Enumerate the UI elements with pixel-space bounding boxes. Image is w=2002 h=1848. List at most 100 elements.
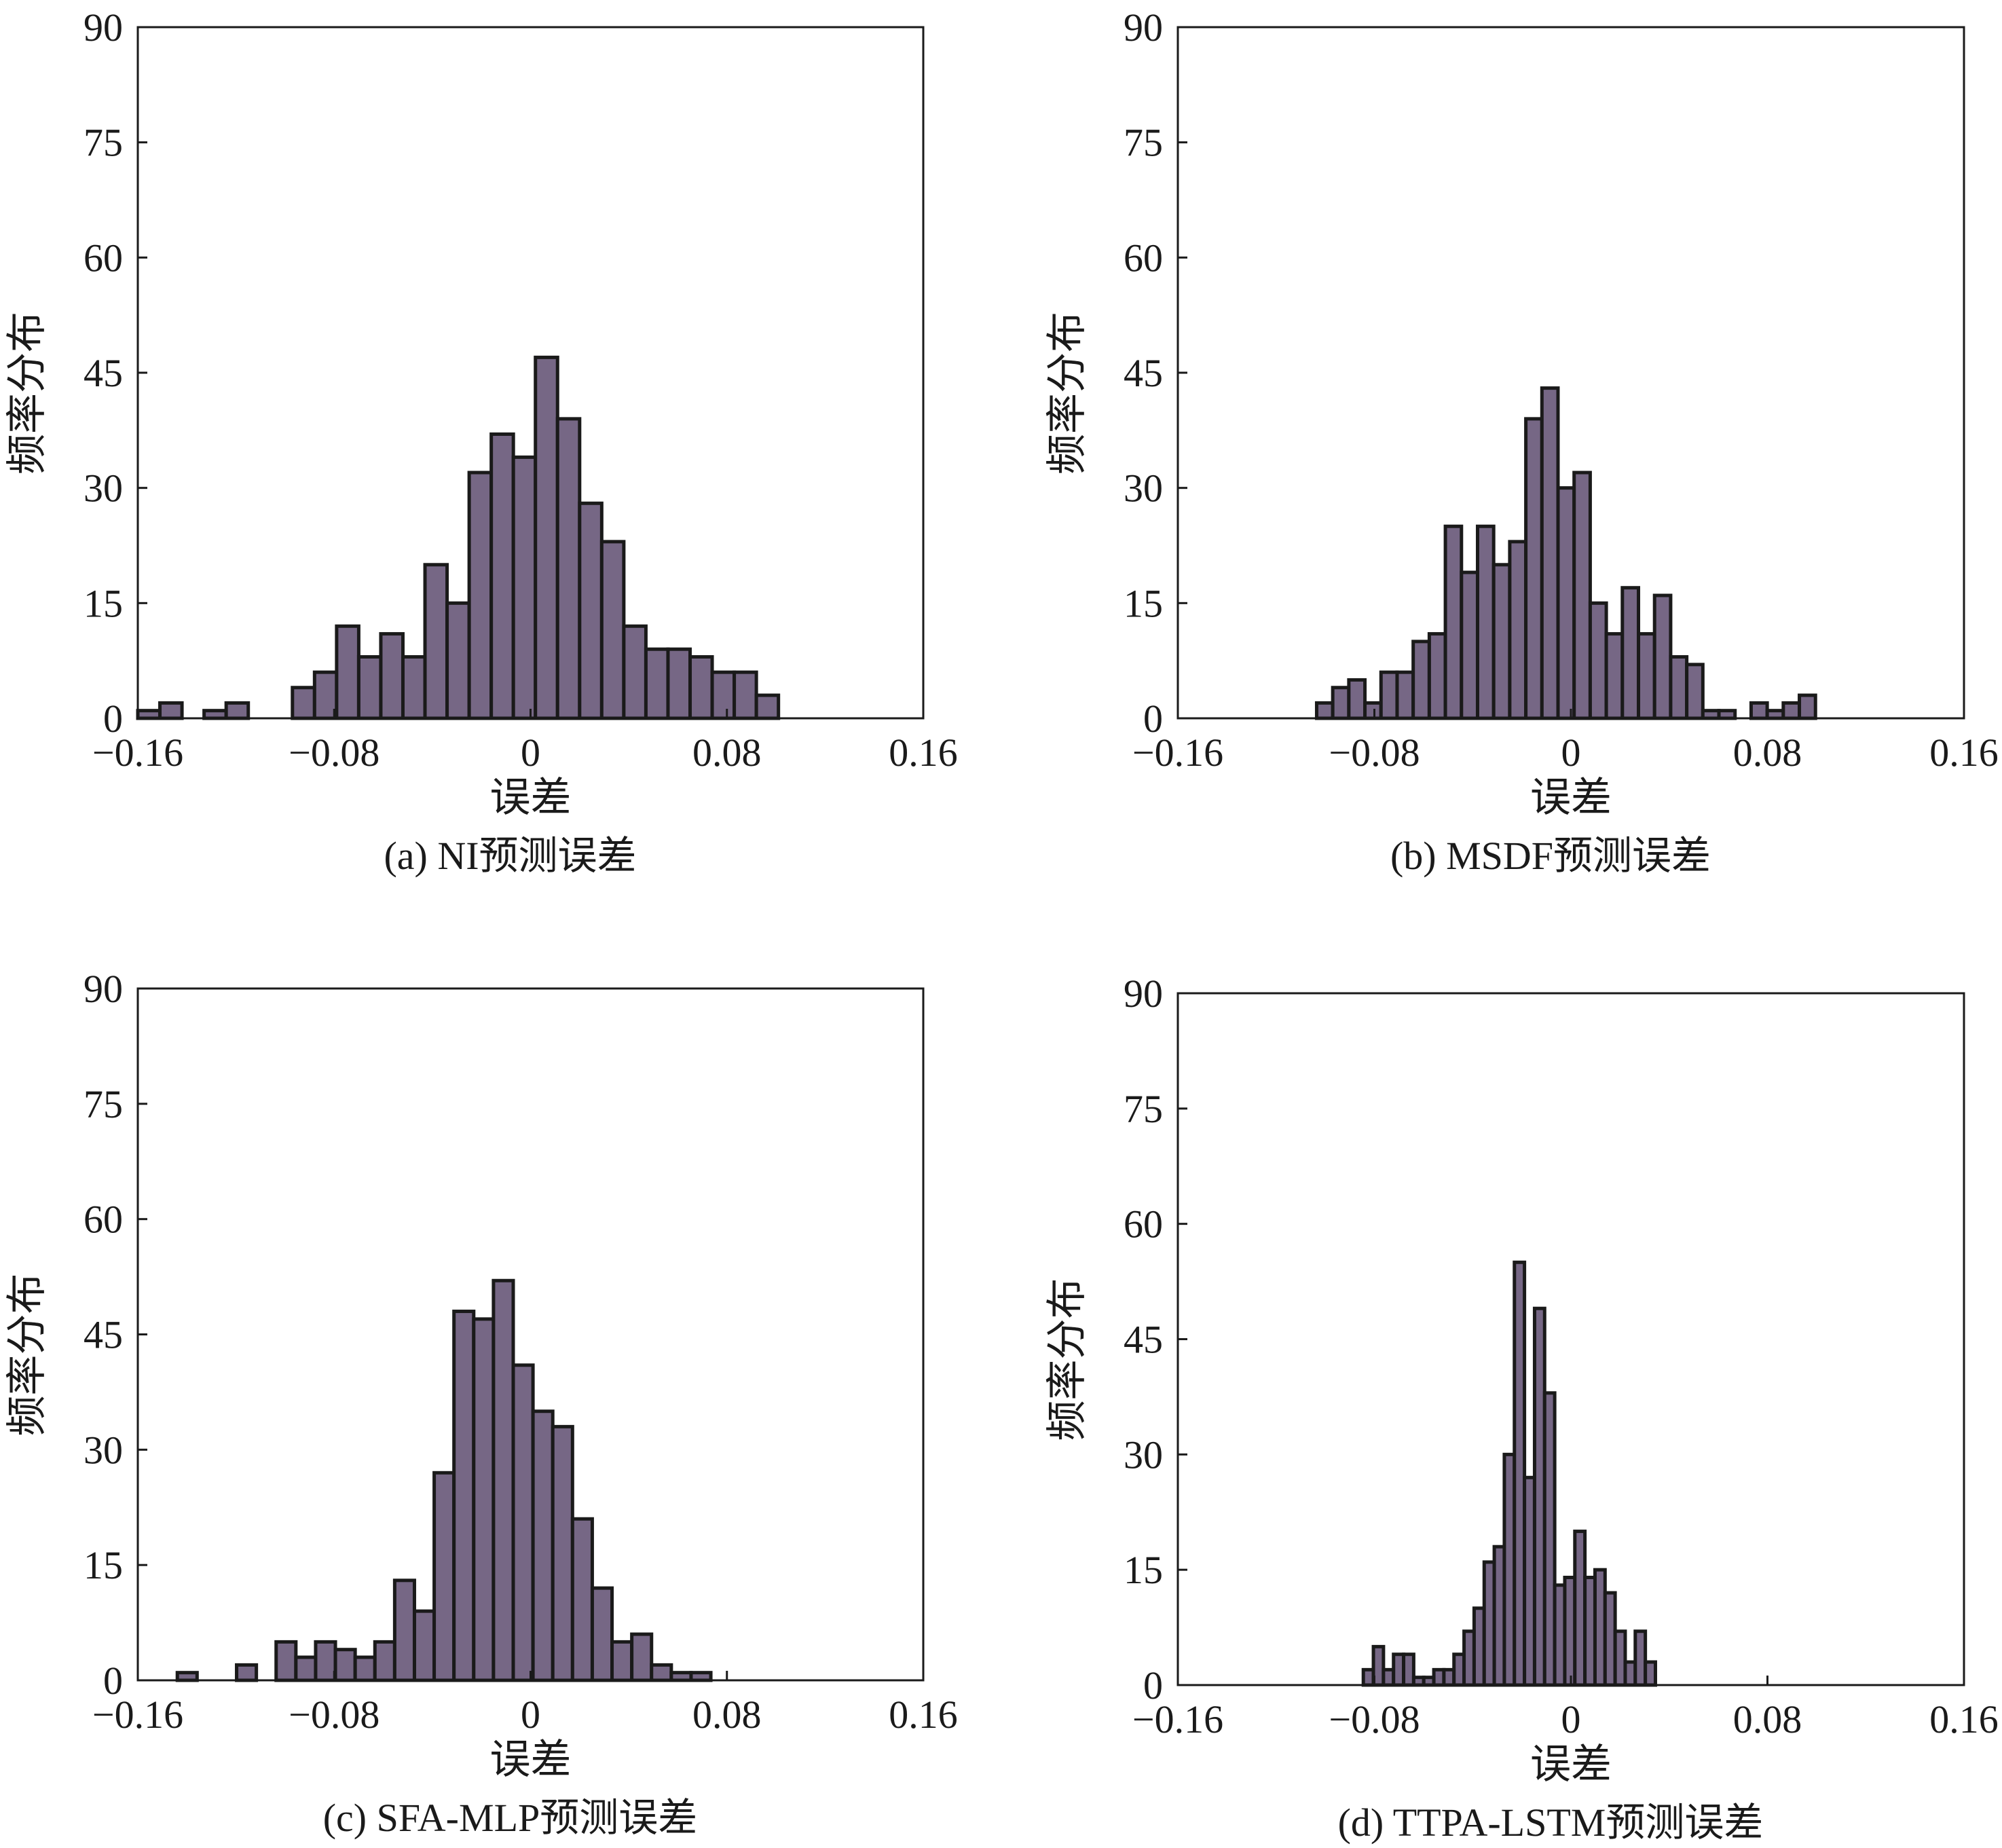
y-tick-label: 45 bbox=[1124, 1318, 1163, 1362]
histogram-bar bbox=[1460, 570, 1479, 720]
histogram-bar bbox=[335, 624, 360, 720]
histogram-bar bbox=[1620, 586, 1641, 720]
histogram-bar bbox=[224, 701, 251, 720]
histogram-bar bbox=[622, 624, 648, 720]
histogram-bar bbox=[1572, 470, 1592, 720]
histogram-bar bbox=[1379, 670, 1399, 720]
histogram-bar bbox=[1669, 655, 1689, 720]
y-tick-label: 45 bbox=[1124, 351, 1163, 395]
x-tick-label: 0 bbox=[521, 731, 540, 775]
histogram-bar bbox=[492, 1278, 515, 1682]
panel-b: 0 15 30 45 60 75 90 −0.16 −0.08 0 0.08 0.16 误差 频率分布 (b… bbox=[1045, 5, 1999, 878]
y-tick-label: 15 bbox=[1124, 1548, 1163, 1592]
panel-c: 0 15 30 45 60 75 90 −0.16 −0.08 0 0.08 0.16 误差 频率分布 (c… bbox=[5, 967, 958, 1840]
x-tick-label: −0.16 bbox=[1132, 1697, 1223, 1741]
histogram-bar bbox=[412, 1609, 437, 1682]
histogram-bar bbox=[356, 655, 383, 720]
histogram-bar bbox=[590, 1586, 614, 1682]
histogram-bar bbox=[570, 1517, 594, 1682]
histogram-bar bbox=[555, 417, 582, 720]
histogram-bar bbox=[650, 1663, 673, 1682]
panel-a: 0 15 30 45 60 75 90 −0.16 −0.08 0 0.08 0.16 误差 频率分布 (a… bbox=[5, 5, 958, 878]
histogram-bar bbox=[353, 1655, 377, 1682]
histogram-bar bbox=[689, 1671, 713, 1682]
histogram-bar bbox=[136, 709, 162, 720]
histogram-bar bbox=[531, 1409, 555, 1682]
y-tick-label: 15 bbox=[1124, 581, 1163, 625]
bars bbox=[1314, 386, 1817, 720]
y-axis-title: 频率分布 bbox=[1045, 1278, 1090, 1441]
panel-caption: (c) SFA-MLP预测误差 bbox=[323, 1796, 698, 1840]
histogram-bar bbox=[599, 540, 626, 720]
histogram-bar bbox=[373, 1640, 396, 1682]
histogram-bar bbox=[666, 647, 692, 720]
histogram-bar bbox=[1314, 701, 1335, 720]
y-axis-title: 频率分布 bbox=[5, 312, 50, 475]
x-tick-label: 0.16 bbox=[1929, 731, 1999, 775]
histogram-bar bbox=[644, 647, 670, 720]
x-tick-label: 0.08 bbox=[1733, 731, 1802, 775]
bars bbox=[136, 355, 781, 720]
x-tick-label: −0.08 bbox=[1329, 731, 1420, 775]
histogram-bar bbox=[1637, 632, 1656, 720]
x-tick-label: −0.08 bbox=[289, 1693, 379, 1737]
y-tick-label: 0 bbox=[103, 1659, 123, 1703]
y-axis-title: 频率分布 bbox=[5, 1274, 50, 1437]
x-tick-label: 0 bbox=[521, 1693, 540, 1737]
histogram-bar bbox=[432, 1471, 456, 1682]
histogram-bar bbox=[314, 1640, 337, 1682]
histogram-bar bbox=[1749, 701, 1769, 720]
x-tick-label: 0.08 bbox=[692, 731, 762, 775]
y-tick-label: 45 bbox=[84, 351, 123, 395]
histogram-bar bbox=[467, 470, 494, 720]
histogram-bar bbox=[1540, 386, 1560, 720]
x-axis-title: 误差 bbox=[490, 1737, 572, 1782]
histogram-bar bbox=[472, 1317, 496, 1682]
x-tick-label: 0.16 bbox=[1929, 1697, 1999, 1741]
y-tick-label: 90 bbox=[84, 967, 123, 1011]
y-tick-label: 0 bbox=[1143, 1663, 1163, 1707]
histogram-bar bbox=[423, 563, 449, 720]
x-tick-label: 0 bbox=[1561, 1697, 1581, 1741]
histogram-bar bbox=[1363, 701, 1383, 720]
y-tick-label: 60 bbox=[84, 1198, 123, 1242]
histogram-bar bbox=[669, 1671, 693, 1682]
histogram-bar bbox=[294, 1655, 318, 1682]
histogram-bar bbox=[1475, 524, 1496, 720]
histogram-bar bbox=[1427, 632, 1447, 720]
panel-d: 0 15 30 45 60 75 90 −0.16 −0.08 0 0.08 0.16 误差 频率分布 (d… bbox=[1045, 972, 1999, 1845]
histogram-bar bbox=[379, 632, 405, 720]
x-axis-title: 误差 bbox=[1530, 1742, 1612, 1787]
histogram-bar bbox=[1652, 593, 1673, 720]
y-tick-label: 75 bbox=[84, 121, 123, 165]
histogram-bar bbox=[235, 1663, 259, 1682]
histogram-bar bbox=[392, 1578, 416, 1682]
histogram-bar bbox=[489, 432, 515, 720]
y-tick-label: 30 bbox=[84, 1428, 123, 1472]
y-axis-title: 频率分布 bbox=[1045, 312, 1090, 475]
histogram-bar bbox=[1798, 693, 1817, 720]
histogram-bar bbox=[452, 1310, 476, 1682]
histogram-bar bbox=[733, 670, 758, 720]
histogram-bar bbox=[1395, 670, 1415, 720]
histogram-bar bbox=[1588, 601, 1608, 720]
y-tick-label: 60 bbox=[1124, 1202, 1163, 1246]
x-tick-label: 0.08 bbox=[1733, 1697, 1802, 1741]
histogram-bar bbox=[551, 1424, 574, 1682]
y-tick-label: 30 bbox=[1124, 1433, 1163, 1477]
histogram-bar bbox=[291, 686, 316, 720]
bars bbox=[1361, 1260, 1657, 1687]
y-tick-label: 75 bbox=[1124, 121, 1163, 165]
x-axis-title: 误差 bbox=[1530, 775, 1612, 820]
histogram-bar bbox=[401, 655, 427, 720]
bars bbox=[175, 1278, 713, 1682]
histogram-bar bbox=[1443, 524, 1464, 720]
panel-caption: (b) MSDF预测误差 bbox=[1390, 834, 1711, 878]
x-tick-label: −0.08 bbox=[1329, 1697, 1420, 1741]
histogram-bar bbox=[1508, 540, 1528, 720]
panel-caption: (a) NI预测误差 bbox=[384, 834, 636, 878]
x-tick-label: −0.08 bbox=[289, 731, 379, 775]
histogram-bar bbox=[1781, 701, 1802, 720]
histogram-bar bbox=[1604, 632, 1625, 720]
